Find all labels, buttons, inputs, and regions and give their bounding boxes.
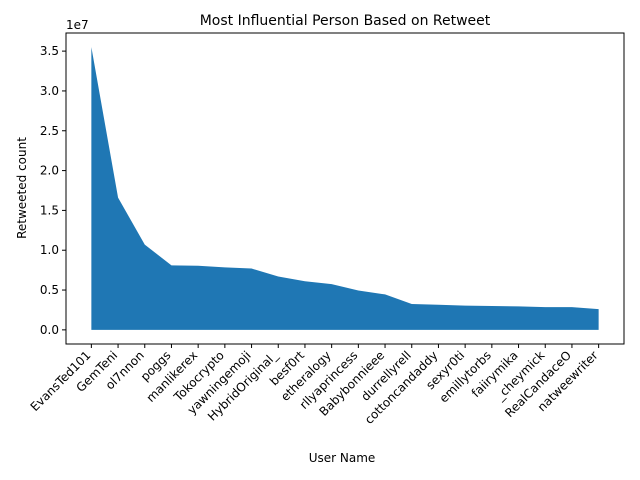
axes-frame [65,32,625,345]
plot-area: 0.0 0.5 1.0 1.5 2.0 2.5 3.0 3.5 EvansTed101GemT… [28,32,625,427]
y-tick-label: 3.0 [40,84,59,98]
y-tick-label: 1.0 [40,243,59,257]
x-axis-ticks: EvansTed101GemTeniol7nnonpoggsmanlikerex… [28,344,601,427]
chart-title: Most Influential Person Based on Retweet [200,13,491,29]
x-axis-label: User Name [309,451,376,465]
y-tick-label: 2.5 [40,124,59,138]
y-axis-ticks: 0.0 0.5 1.0 1.5 2.0 2.5 3.0 3.5 [40,44,66,337]
area-series [91,47,599,330]
y-axis-offset-label: 1e7 [66,18,89,32]
y-tick-label: 2.0 [40,164,59,178]
y-tick-label: 1.5 [40,203,59,217]
y-tick-label: 0.5 [40,283,59,297]
y-tick-label: 0.0 [40,323,59,337]
y-tick-label: 3.5 [40,44,59,58]
y-axis-label: Retweeted count [15,137,29,239]
